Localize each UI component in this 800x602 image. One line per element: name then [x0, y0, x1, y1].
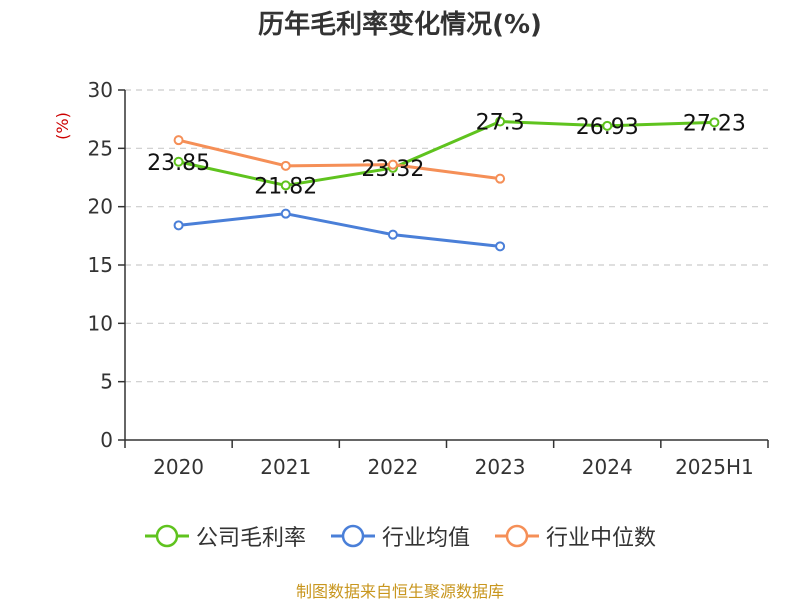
data-label: 27.23: [683, 111, 746, 136]
y-axis-label: (%): [53, 112, 72, 140]
data-label: 27.3: [476, 111, 525, 136]
data-label: 23.85: [147, 151, 210, 176]
series-point-0: [602, 120, 613, 131]
series-point-1: [495, 241, 506, 252]
legend: 公司毛利率 行业均值 行业中位数: [0, 520, 800, 552]
y-tick-label: 10: [88, 311, 113, 335]
legend-item-0[interactable]: 公司毛利率: [144, 520, 306, 552]
x-tick-label: 2021: [260, 455, 311, 479]
series-line-2: [178, 138, 501, 181]
series: [173, 116, 720, 252]
series-point-2: [280, 160, 291, 171]
y-tick-label: 30: [88, 78, 113, 102]
x-tick-label: 2020: [153, 455, 204, 479]
x-tick-label: 2022: [367, 455, 418, 479]
legend-swatch: [330, 524, 375, 548]
series-point-0: [495, 116, 506, 127]
y-tick-label: 0: [100, 428, 113, 452]
legend-item-1[interactable]: 行业均值: [330, 520, 470, 552]
series-line-0: [178, 120, 715, 187]
data-labels: 23.85 21.82 23.32 27.3 26.93 27.23: [147, 111, 746, 200]
x-tick-label: 2024: [582, 455, 633, 479]
series-point-1: [280, 208, 291, 219]
series-line-1: [178, 212, 501, 248]
x-tick-label: 2023: [475, 455, 526, 479]
data-label: 26.93: [576, 115, 639, 140]
series-point-0: [173, 156, 184, 167]
legend-item-2[interactable]: 行业中位数: [494, 520, 656, 552]
legend-label: 行业中位数: [546, 526, 657, 551]
series-point-2: [173, 135, 184, 146]
series-point-2: [495, 173, 506, 184]
chart-title: 历年毛利率变化情况(%): [258, 10, 542, 40]
data-label: 21.82: [254, 174, 317, 199]
y-tick-label: 25: [88, 136, 113, 160]
series-point-0: [709, 117, 720, 128]
grid-lines: [125, 89, 768, 383]
series-point-2: [387, 159, 398, 170]
series-point-1: [173, 220, 184, 231]
series-point-0: [280, 180, 291, 191]
y-tick-label: 5: [100, 370, 113, 394]
data-label: 23.32: [361, 157, 424, 182]
y-tick-label: 15: [88, 253, 113, 277]
legend-label: 行业均值: [381, 526, 470, 551]
legend-label: 公司毛利率: [195, 526, 306, 551]
legend-swatch: [495, 524, 539, 548]
legend-swatch: [144, 524, 189, 548]
y-tick-label: 20: [88, 195, 113, 219]
axes: 0 5 10 15 20 25 30 2020 2021 2022 2023 2024 2025H1: [88, 78, 769, 479]
x-tick-label: 2025H1: [675, 455, 754, 479]
source-note: 制图数据来自恒生聚源数据库: [295, 582, 504, 601]
series-point-1: [387, 229, 398, 240]
